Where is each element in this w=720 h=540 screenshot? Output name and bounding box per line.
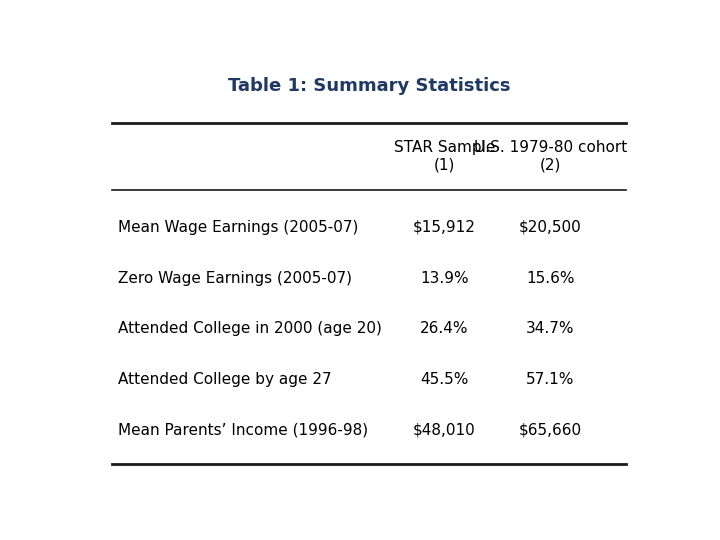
Text: STAR Sample
(1): STAR Sample (1) xyxy=(394,140,495,172)
Text: Attended College in 2000 (age 20): Attended College in 2000 (age 20) xyxy=(118,321,382,336)
Text: $20,500: $20,500 xyxy=(519,220,582,235)
Text: Table 1: Summary Statistics: Table 1: Summary Statistics xyxy=(228,77,510,95)
Text: 34.7%: 34.7% xyxy=(526,321,575,336)
Text: Mean Wage Earnings (2005-07): Mean Wage Earnings (2005-07) xyxy=(118,220,359,235)
Text: Mean Parents’ Income (1996-98): Mean Parents’ Income (1996-98) xyxy=(118,423,368,438)
Text: 13.9%: 13.9% xyxy=(420,271,469,286)
Text: Attended College by age 27: Attended College by age 27 xyxy=(118,372,331,387)
Text: 45.5%: 45.5% xyxy=(420,372,469,387)
Text: $48,010: $48,010 xyxy=(413,423,476,438)
Text: U.S. 1979-80 cohort
(2): U.S. 1979-80 cohort (2) xyxy=(474,140,627,172)
Text: 57.1%: 57.1% xyxy=(526,372,575,387)
Text: $65,660: $65,660 xyxy=(519,423,582,438)
Text: 15.6%: 15.6% xyxy=(526,271,575,286)
Text: Zero Wage Earnings (2005-07): Zero Wage Earnings (2005-07) xyxy=(118,271,352,286)
Text: 26.4%: 26.4% xyxy=(420,321,469,336)
Text: $15,912: $15,912 xyxy=(413,220,476,235)
